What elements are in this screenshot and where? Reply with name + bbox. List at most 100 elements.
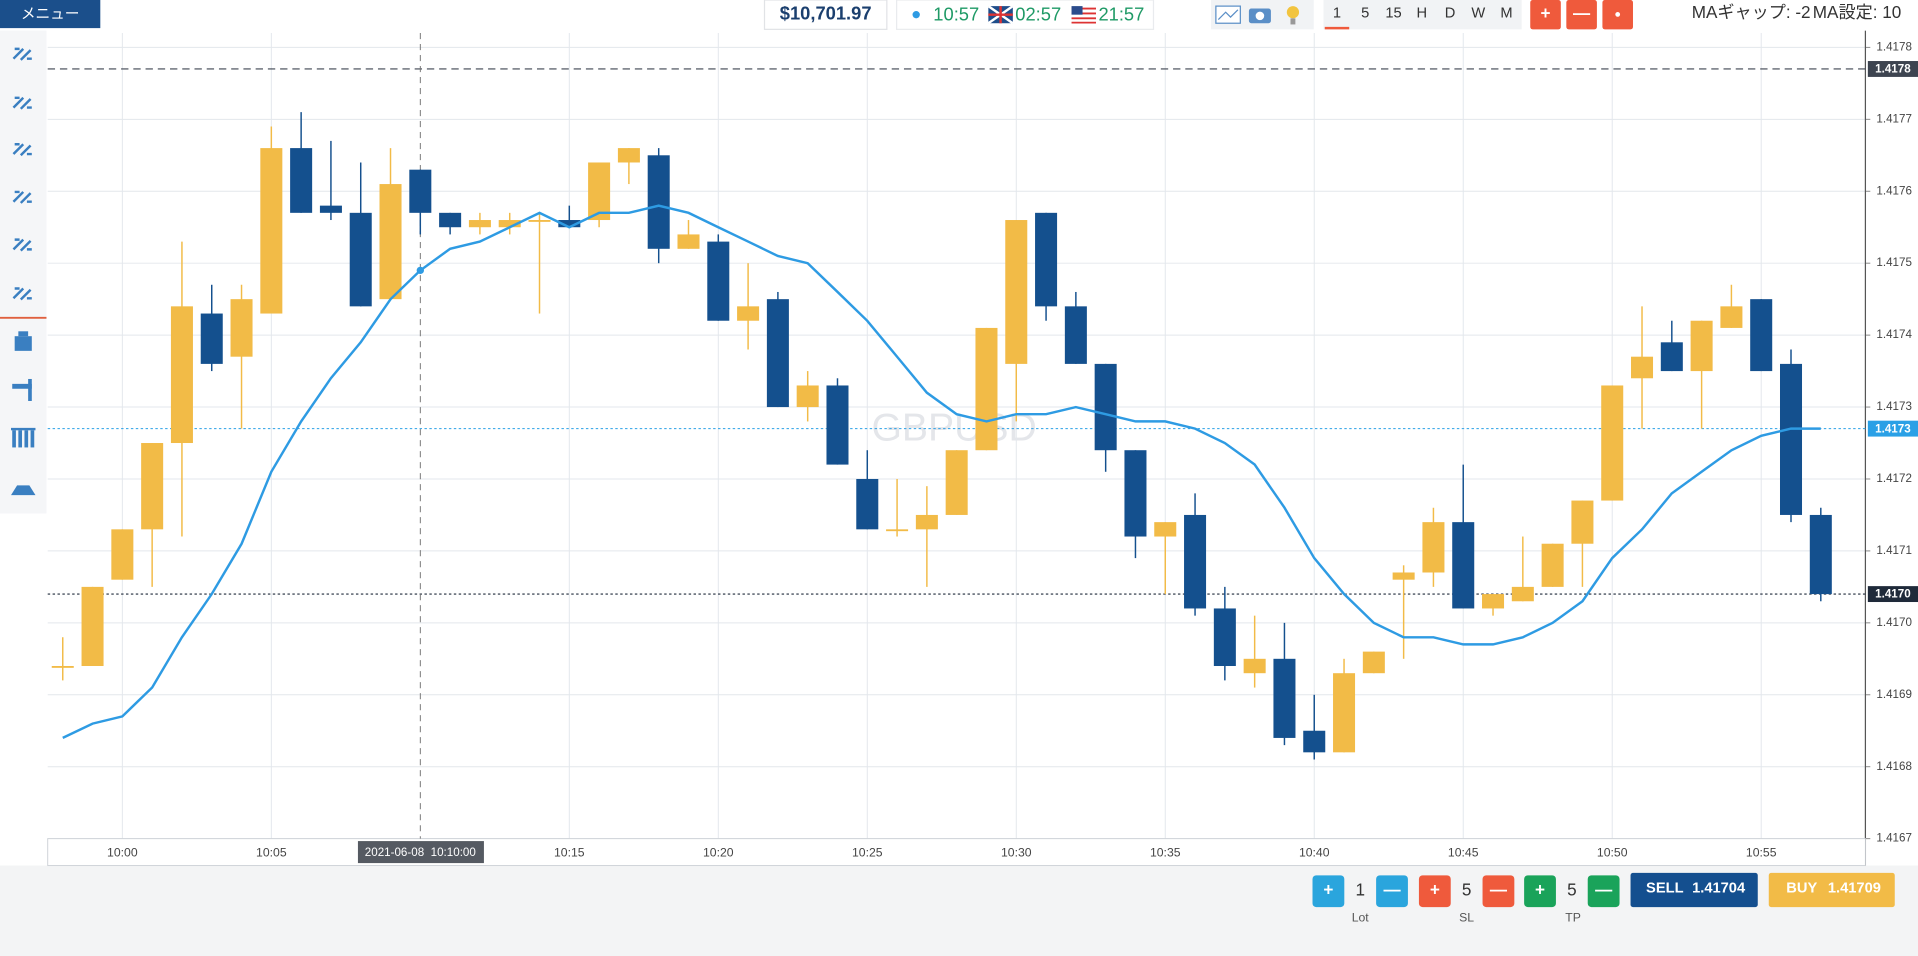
clock-local: 10:57 [933,4,979,25]
ma-gap: MAギャップ: -2 [1692,3,1811,22]
candle-body [498,220,521,228]
candle-body [1511,586,1534,602]
y-tick-label: 1.4171 [1876,544,1912,557]
y-tick-label: 1.4178 [1876,40,1912,53]
zoom-button[interactable] [1566,0,1597,30]
zoom-button-label[interactable]: ● [1614,9,1621,21]
candle-body [1213,608,1236,667]
sell-label[interactable]: SELL [1646,881,1684,897]
candle-body [1422,522,1445,573]
tp-value: 5 [1567,881,1577,900]
candle-body [945,450,968,515]
zoom-button-label[interactable]: — [1573,4,1591,23]
lot-label: Lot [1352,910,1370,924]
y-tick-label: 1.4167 [1876,832,1912,845]
candle-body [349,212,372,307]
tp-control: + 5 — TP [1524,875,1620,924]
lot-minus[interactable]: — [1383,881,1401,900]
candle-body [975,327,998,451]
candle-body [111,529,134,580]
zoom-button-label[interactable]: + [1541,4,1551,23]
candle-body [1779,363,1803,515]
sl-label: SL [1459,910,1474,924]
x-tick-label: 10:05 [256,846,287,860]
x-tick-label: 10:15 [554,846,585,860]
candle-body [1809,514,1832,595]
timeframe-button[interactable]: M [1500,5,1512,21]
lot-plus-button[interactable] [1312,875,1345,908]
tp-plus[interactable]: + [1535,881,1545,900]
tp-minus[interactable]: — [1595,881,1613,900]
candle-body [766,299,789,408]
tool-icons[interactable] [1210,0,1314,30]
sell-button[interactable] [1630,872,1758,908]
menu-button[interactable] [0,0,101,29]
buy-label[interactable]: BUY [1786,881,1817,897]
candle-body [379,184,402,300]
lot-plus[interactable]: + [1323,881,1333,900]
timeframe-button[interactable]: 5 [1361,5,1369,21]
candle-body [856,478,879,530]
order-panel-bg [0,865,1918,956]
y-tick-label: 1.4170 [1876,616,1912,629]
clock-dot [912,11,920,19]
sl-plus[interactable]: + [1430,881,1440,900]
zoom-button[interactable] [1530,0,1561,30]
candle-body [1005,220,1028,364]
sl-minus-button[interactable] [1482,875,1515,908]
candle-body [1064,306,1087,364]
y-tick-label: 1.4172 [1876,472,1912,485]
candle-body [319,205,342,213]
x-tick-label: 10:45 [1448,846,1479,860]
buy-button[interactable] [1768,872,1895,908]
timeframe-button[interactable]: 15 [1385,5,1401,21]
buy-price[interactable]: 1.41709 [1828,881,1881,897]
tp-plus-button[interactable] [1524,875,1556,908]
price-tag [1867,586,1918,603]
candle-body [1273,658,1296,738]
timeframe-button[interactable]: H [1416,5,1427,21]
candle-body [81,586,104,667]
sell-price[interactable]: 1.41704 [1692,881,1746,897]
x-tick-label: 10:35 [1150,846,1181,860]
candle-body [1690,320,1713,372]
x-tick-label: 10:20 [703,846,734,860]
candle-body [1184,514,1207,609]
zoom-button[interactable] [1602,0,1633,30]
candle-body [409,169,432,213]
candle-body [51,666,74,668]
candle-body [1124,450,1147,537]
candle-body [1452,522,1475,609]
candle-body [170,306,193,444]
y-tick-label: 1.4168 [1876,760,1912,773]
candle-body [141,443,164,530]
y-tick-label: 1.4176 [1876,184,1912,197]
timeframe-button[interactable]: 1 [1333,5,1341,21]
sl-minus[interactable]: — [1490,881,1508,900]
candle-body [1333,673,1356,753]
sl-plus-button[interactable] [1418,875,1451,908]
ma-setting: MA設定: 10 [1813,3,1901,22]
candle-body [1392,572,1415,580]
candle-body [260,148,283,314]
crosshair-tag [357,841,484,864]
timeframe-button[interactable]: D [1445,5,1456,21]
x-tick-label: 10:55 [1746,846,1777,860]
sidebar[interactable] [0,30,47,514]
lot-minus-button[interactable] [1376,875,1408,908]
timeframe-bar: 1 5 15 H D W M [1323,0,1522,30]
candle-body [1720,306,1743,328]
candle-body [468,220,491,228]
ma-crosshair-dot [416,266,424,275]
price-tag-label: 1.4170 [1875,588,1911,601]
menu-label[interactable]: メニュー [21,7,80,23]
price-tag-label: 1.4173 [1875,422,1911,435]
crosshair-label: 2021-06-08 10:10:00 [365,846,476,859]
timeframe-button[interactable]: W [1471,5,1485,21]
tp-minus-button[interactable] [1587,875,1620,908]
y-tick-label: 1.4177 [1876,112,1912,125]
candle-body [1631,356,1654,379]
candle-body [290,148,313,213]
